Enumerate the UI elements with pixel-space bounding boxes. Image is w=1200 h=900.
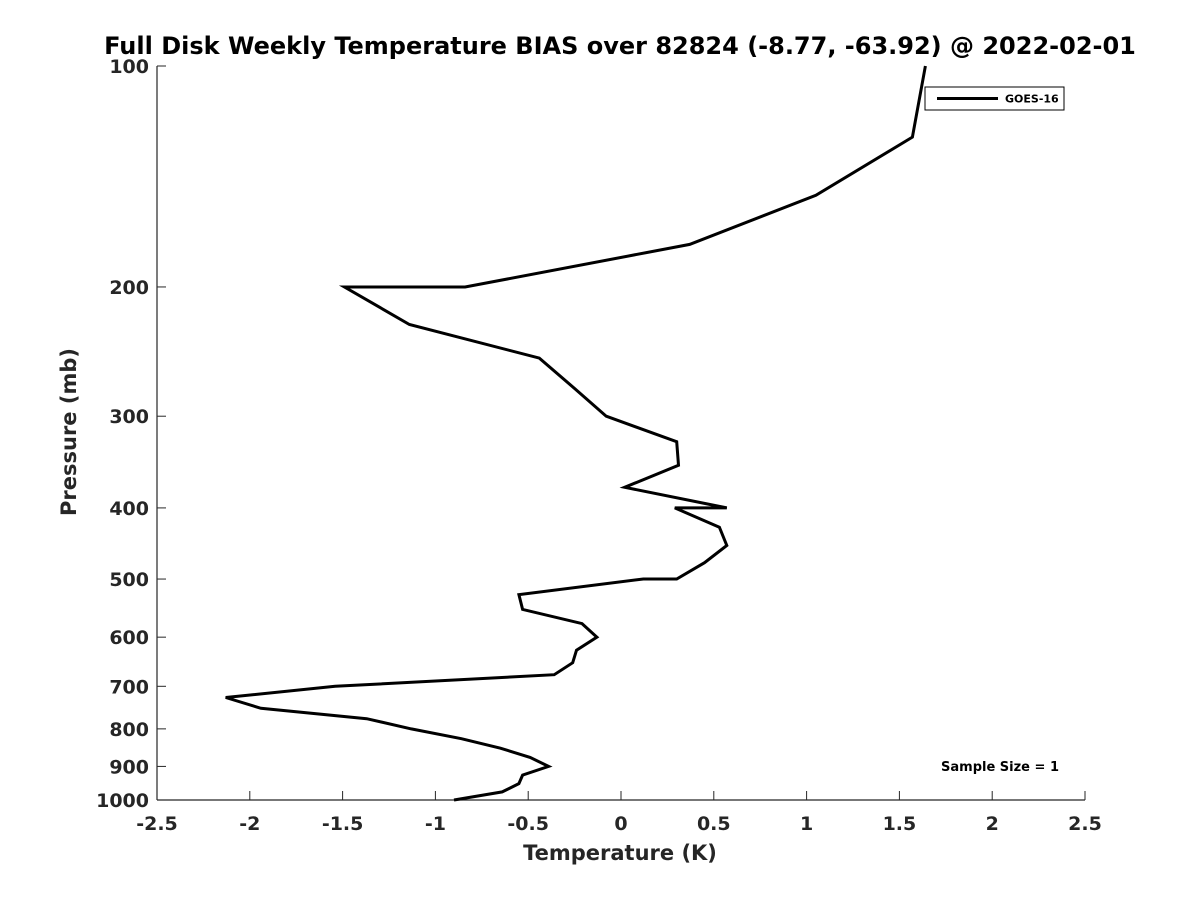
x-tick-label: 1.5 <box>883 813 917 835</box>
y-tick-label: 800 <box>109 719 149 741</box>
legend: GOES-16 <box>924 86 1065 111</box>
y-tick-label: 300 <box>109 406 149 428</box>
y-tick-label: 100 <box>109 56 149 78</box>
y-tick-label: 600 <box>109 627 149 649</box>
ticks-layer: -2.5 -2 -1.5 -1 -0.5 0 0.5 1 1.5 2 2.5 100 200 300 400… <box>96 56 1102 835</box>
series-layer <box>225 65 927 802</box>
y-axis-label: Pressure (mb) <box>57 348 81 516</box>
x-tick-label: -2.5 <box>136 813 178 835</box>
y-tick-label: 1000 <box>96 790 149 812</box>
y-tick-label: 900 <box>109 756 149 778</box>
series-line-goes16 <box>225 65 927 802</box>
x-tick-label: -1 <box>425 813 446 835</box>
y-tick-label: 400 <box>109 498 149 520</box>
x-tick-label: 0 <box>614 813 627 835</box>
axes-layer <box>156 66 1085 801</box>
chart-title: Full Disk Weekly Temperature BIAS over 8… <box>104 32 1136 60</box>
sample-size-annotation: Sample Size = 1 <box>941 760 1059 775</box>
y-tick-label: 200 <box>109 277 149 299</box>
y-tick-label: 700 <box>109 676 149 698</box>
x-tick-label: -2 <box>239 813 260 835</box>
x-tick-label: 2 <box>986 813 999 835</box>
legend-label-goes16: GOES-16 <box>1005 93 1059 106</box>
x-tick-label: 0.5 <box>697 813 731 835</box>
x-tick-label: -0.5 <box>507 813 549 835</box>
x-tick-label: 1 <box>800 813 813 835</box>
y-tick-label: 500 <box>109 569 149 591</box>
x-tick-label: 2.5 <box>1068 813 1102 835</box>
x-tick-label: -1.5 <box>322 813 364 835</box>
x-axis-label: Temperature (K) <box>523 841 717 865</box>
